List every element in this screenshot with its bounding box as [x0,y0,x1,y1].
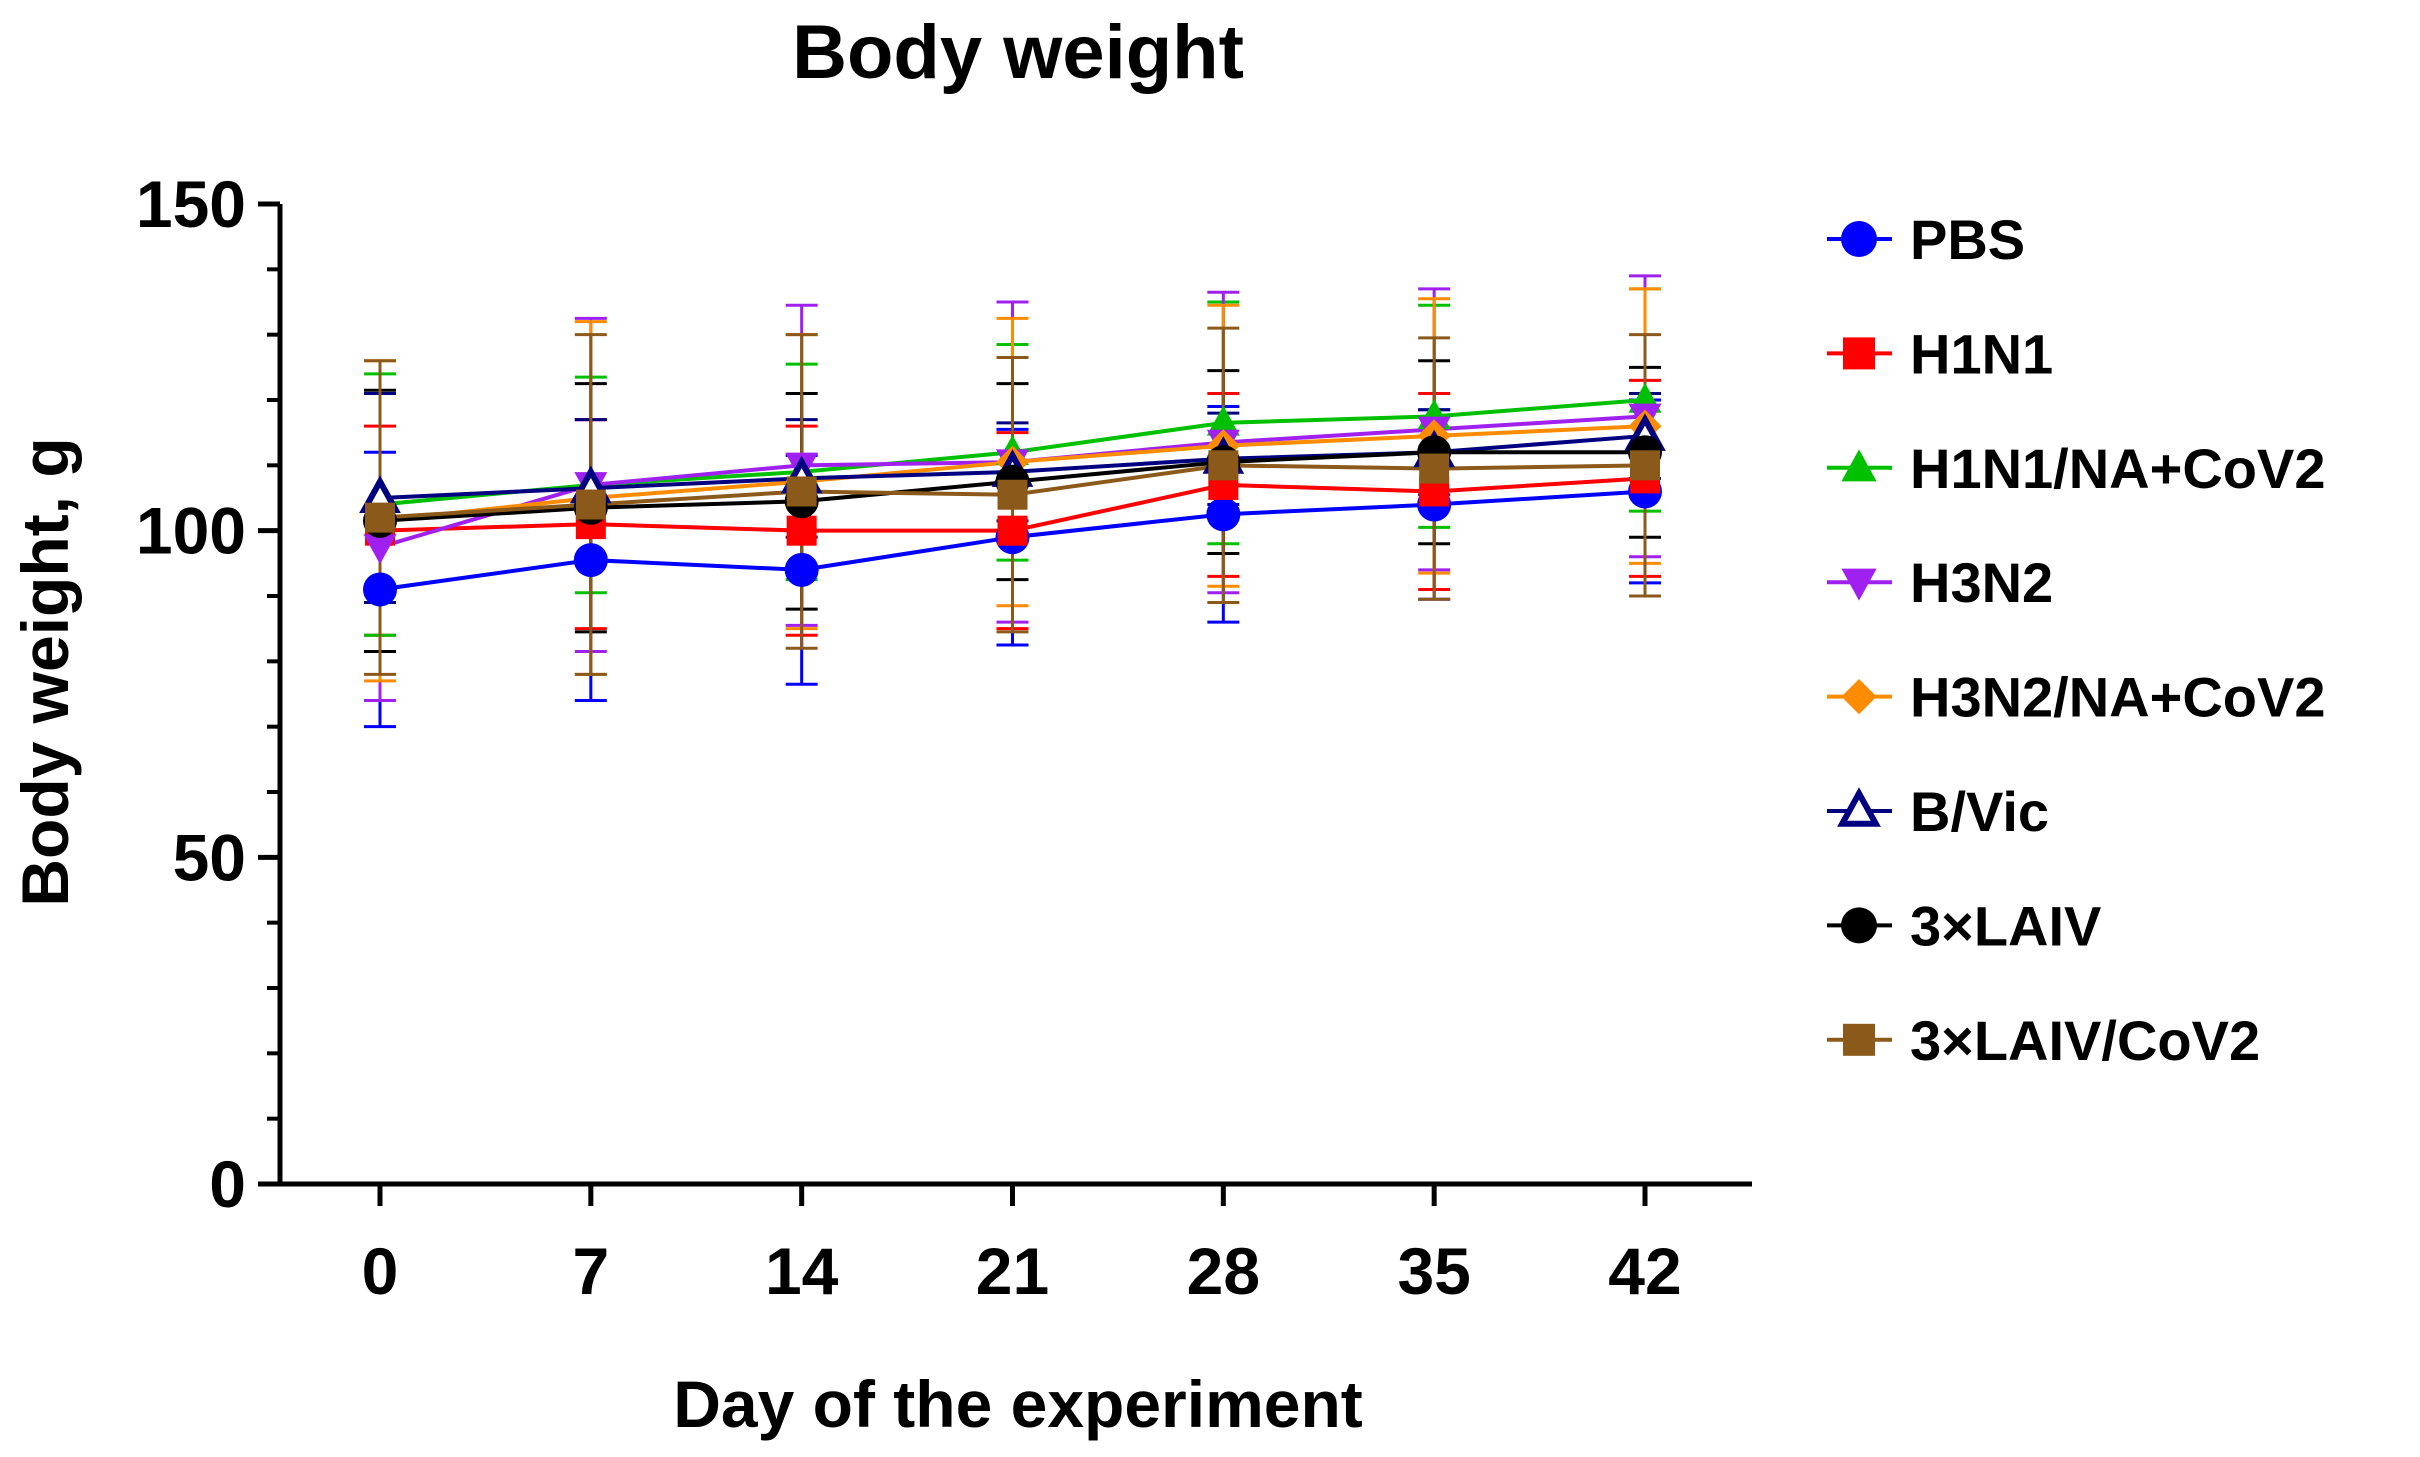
legend-item: PBS [1827,208,2025,271]
data-point [786,476,817,507]
legend-label: 3×LAIV/CoV2 [1910,1009,2260,1072]
x-tick-label: 7 [572,1234,609,1308]
y-tick-label: 150 [136,167,246,241]
data-point [784,552,819,587]
x-tick-label: 42 [1608,1234,1681,1308]
data-point [1419,453,1450,484]
data-point [363,534,397,565]
data-point [363,572,397,607]
legend-label: PBS [1910,208,2025,271]
y-tick-label: 0 [209,1147,246,1221]
legend-label: H3N2 [1910,551,2053,614]
y-axis-label: Body weight, g [8,437,82,906]
y-tick-label: 50 [173,820,246,894]
legend-marker [1843,337,1875,370]
x-tick-label: 21 [976,1234,1049,1308]
chart-title: Body weight [792,10,1244,95]
legend-marker [1841,568,1877,601]
data-point [786,515,817,546]
x-tick-label: 0 [362,1234,399,1308]
data-point [1208,450,1239,481]
legend-marker [1841,679,1877,715]
plot-area [359,274,1666,729]
legend-label: H1N1 [1910,322,2053,385]
x-tick-label: 35 [1397,1234,1470,1308]
legend-marker [1841,221,1877,257]
data-point [365,502,395,533]
x-tick-label: 14 [765,1234,839,1308]
legend-marker [1843,1023,1875,1056]
data-point [997,515,1028,546]
legend-item: 3×LAIV [1827,894,2101,957]
data-point [1206,497,1241,532]
y-tick-label: 100 [136,494,246,568]
data-point [575,489,606,520]
legend-item: H3N2/NA+CoV2 [1827,666,2325,729]
legend-label: B/Vic [1910,780,2049,843]
x-axis-label: Day of the experiment [673,1367,1363,1441]
legend-item: H1N1/NA+CoV2 [1827,437,2325,500]
legend-marker [1841,907,1877,944]
legend-marker [1837,787,1881,827]
data-point [1206,405,1240,436]
x-tick-label: 28 [1187,1234,1260,1308]
legend-label: 3×LAIV [1910,894,2101,957]
legend-item: 3×LAIV/CoV2 [1827,1009,2260,1072]
data-point [997,479,1028,510]
axes: 0 50 100 150 0 7 14 21 28 35 42 [136,167,1752,1308]
legend-label: H1N1/NA+CoV2 [1910,437,2325,500]
legend-marker [1841,449,1877,482]
data-point [573,543,608,578]
legend-item: H1N1 [1827,322,2053,385]
data-point [1630,450,1660,481]
legend-label: H3N2/NA+CoV2 [1910,666,2325,729]
legend-item: B/Vic [1827,780,2049,843]
legend-item: H3N2 [1827,551,2053,614]
legend: PBS H1N1 H1N1/NA+CoV2 H3N2 H3N2/NA+CoV2 B/Vic… [1827,208,2325,1072]
